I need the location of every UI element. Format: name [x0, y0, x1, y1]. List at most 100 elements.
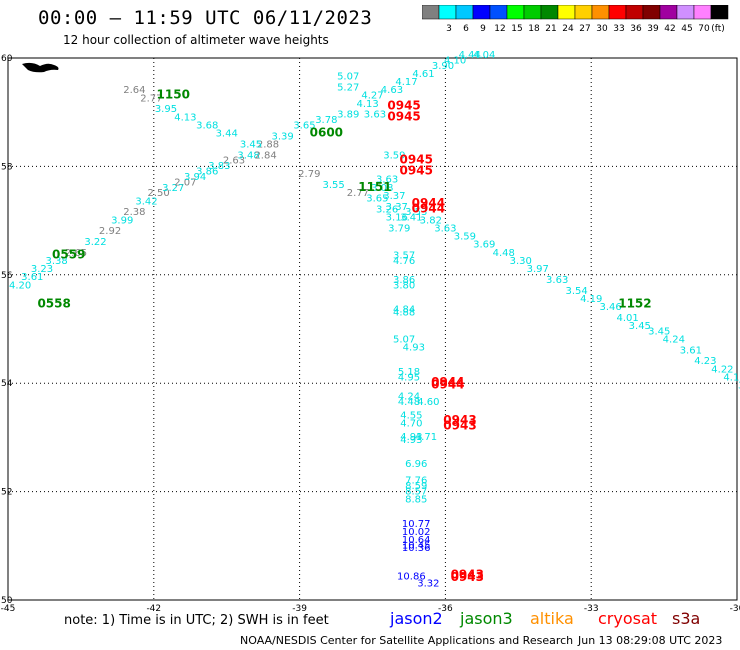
- wave-height-label: 3.45: [629, 321, 651, 332]
- wave-height-label: 4.22: [711, 364, 733, 375]
- wave-height-label: 3.80: [393, 280, 415, 291]
- wave-height-label: 2.77: [347, 188, 369, 199]
- colorbar-tick-label: 9: [480, 24, 486, 34]
- wave-height-label: 4.93: [400, 435, 422, 446]
- wave-height-label: 3.48: [237, 150, 259, 161]
- satellite-legend-jason3: jason3: [460, 609, 513, 628]
- lat-tick-label: 58: [1, 162, 13, 172]
- wave-height-label: 4.93: [403, 343, 425, 354]
- pass-time-label: 0944: [431, 375, 464, 389]
- wave-height-label: 3.27: [162, 183, 184, 194]
- wave-height-label: 2.07: [174, 177, 196, 188]
- lat-tick-label: 60: [1, 54, 13, 64]
- wave-height-label: 4.24: [398, 391, 420, 402]
- wave-height-label: 3.94: [184, 172, 206, 183]
- colorbar-tick-label: 27: [579, 24, 590, 34]
- wave-height-label: 3.22: [84, 237, 106, 248]
- pass-time-label: 0943: [443, 418, 476, 432]
- colorbar-tick-label: 36: [630, 24, 642, 34]
- wave-height-label: 3.99: [111, 215, 133, 226]
- wave-height-label: 4.10: [444, 55, 466, 66]
- colorbar-tick-label: 70: [698, 24, 710, 34]
- map-frame: [7, 57, 738, 601]
- pass-time-label: 0600: [310, 126, 343, 140]
- wave-height-label: 10.02: [402, 527, 431, 538]
- wave-height-label: 4.13: [174, 112, 196, 123]
- colorbar-tick-label: 45: [681, 24, 692, 34]
- wave-height-label: 3.37: [386, 202, 408, 213]
- wave-height-label: 3.54: [565, 286, 587, 297]
- wave-height-label: 2.65: [65, 248, 87, 259]
- map-subtitle: 12 hour collection of altimeter wave hei…: [63, 33, 329, 47]
- wave-height-label: 2.84: [254, 150, 276, 161]
- wave-height-map[interactable]: -45-42-39-36-33-305052545658604.203.613.…: [0, 0, 740, 612]
- wave-height-label: 3.61: [21, 272, 43, 283]
- colorbar-tick-label: 24: [562, 24, 574, 34]
- colorbar-tick-label: 21: [545, 24, 556, 34]
- wave-height-label: 3.45: [240, 139, 262, 150]
- wave-height-label: 4.20: [9, 280, 31, 291]
- wave-height-label: 4.61: [412, 69, 434, 80]
- wave-height-label: 4.88: [393, 307, 415, 318]
- wave-height-label: 7.76: [405, 475, 427, 486]
- wave-height-label: 2.50: [148, 188, 170, 199]
- wave-height-label: 3.79: [388, 223, 410, 234]
- wave-height-label: 5.18: [398, 367, 420, 378]
- wave-height-label: 4.04: [473, 50, 495, 61]
- colorbar-tick-label: 42: [664, 24, 675, 34]
- pass-time-label: 0945: [387, 98, 420, 112]
- pass-time-label: 0945: [387, 109, 420, 123]
- generated-timestamp: Jun 13 08:29:08 UTC 2023: [578, 634, 723, 647]
- satellite-legend-altika: altika: [530, 609, 574, 628]
- pass-time-label: 0945: [400, 153, 433, 167]
- wave-height-label: 3.16: [386, 213, 408, 224]
- colorbar-unit: (ft): [711, 24, 725, 34]
- lon-tick-label: -42: [146, 604, 161, 612]
- pass-time-label: 0945: [400, 164, 433, 178]
- wave-height-label: 4.48: [398, 397, 420, 408]
- wave-height-label: 10.36: [402, 543, 431, 554]
- lat-tick-label: 50: [1, 596, 13, 606]
- colorbar-swatch: [710, 5, 729, 20]
- lat-tick-label: 52: [1, 488, 12, 498]
- wave-height-label: 3.95: [155, 104, 177, 115]
- wave-height-label: 10.64: [402, 535, 431, 546]
- wave-height-label: 10.86: [397, 571, 426, 582]
- wave-height-label: 3.08: [371, 183, 393, 194]
- wave-height-label: 3.69: [473, 240, 495, 251]
- wave-height-label: 4.84: [393, 305, 415, 316]
- wave-height-label: 4.48: [493, 248, 515, 259]
- pass-time-label: 0944: [412, 201, 445, 215]
- wave-height-label: 4.55: [400, 410, 422, 421]
- wave-height-label: 3.57: [393, 251, 415, 262]
- wave-height-label: 8.59: [405, 481, 427, 492]
- wave-height-label: 3.59: [454, 232, 476, 243]
- wave-height-label: 3.65: [366, 194, 388, 205]
- wave-height-label: 3.83: [208, 161, 230, 172]
- pass-time-label: 1152: [618, 296, 651, 310]
- colorbar-tick-label: 12: [494, 24, 505, 34]
- wave-height-label: 2.92: [99, 226, 121, 237]
- wave-height-label: 3.61: [680, 345, 702, 356]
- satellite-legend-cryosat: cryosat: [598, 609, 658, 628]
- wave-height-label: 3.41: [400, 213, 422, 224]
- wave-height-label: 3.26: [376, 204, 398, 215]
- wave-height-label: 4.19: [580, 294, 602, 305]
- wave-height-label: 3.23: [31, 264, 53, 275]
- coastline: [22, 62, 59, 73]
- wave-height-label: 4.93: [400, 432, 422, 443]
- wave-height-label: 3.45: [648, 326, 670, 337]
- lat-tick-label: 56: [1, 271, 13, 281]
- map-title: 00:00 – 11:59 UTC 06/11/2023: [38, 7, 373, 29]
- pass-time-label: 0944: [431, 378, 464, 392]
- lon-tick-label: -39: [292, 604, 307, 612]
- wave-height-label: 4.17: [395, 77, 417, 88]
- wave-height-label: 3.65: [293, 120, 315, 131]
- wave-height-label: 2.79: [298, 169, 320, 180]
- wave-height-label: 2.63: [223, 156, 245, 167]
- satellite-legend-s3a: s3a: [672, 609, 701, 628]
- wave-height-label: 3.63: [546, 275, 568, 286]
- wave-height-label: 4.01: [617, 313, 639, 324]
- pass-time-label: 1151: [358, 180, 391, 194]
- pass-time-label: 0559: [52, 248, 85, 262]
